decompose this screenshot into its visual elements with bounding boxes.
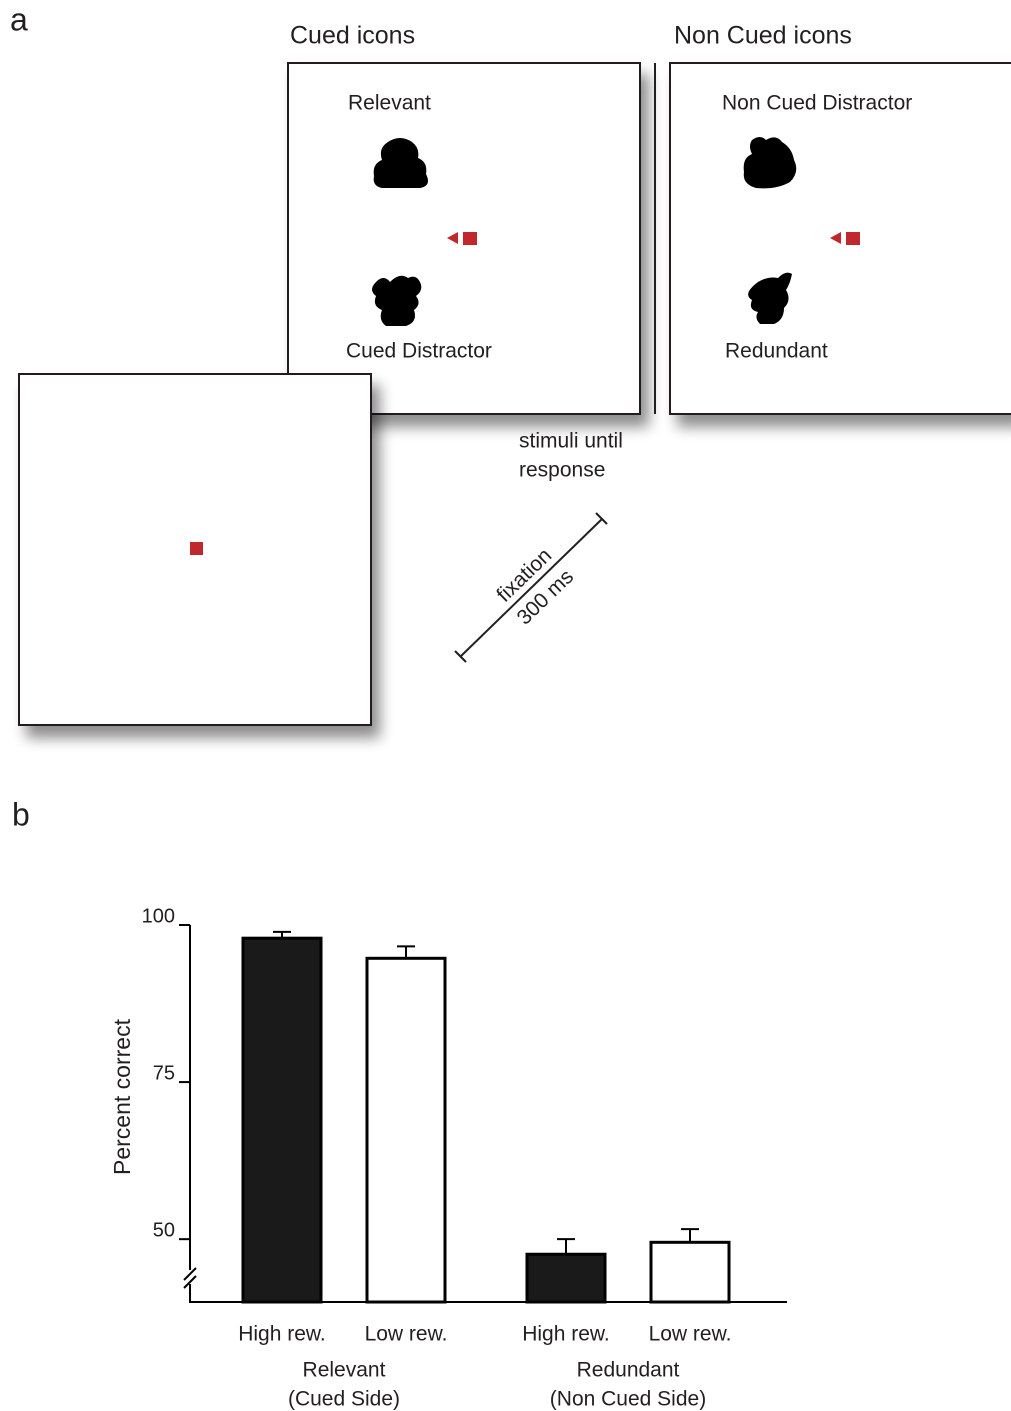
non-cued-distractor-label: Non Cued Distractor: [722, 92, 912, 115]
bar: [367, 958, 445, 1302]
panel-label: a: [10, 1, 28, 37]
fixation-point: [463, 232, 477, 245]
bar: [651, 1242, 729, 1302]
fixation-point: [846, 232, 860, 245]
timeline: [460, 519, 602, 657]
bar: [243, 938, 321, 1302]
fixation-point: [190, 542, 203, 555]
y-axis-label: Percent correct: [109, 1018, 135, 1175]
non-cued-title: Non Cued icons: [674, 22, 852, 50]
x-tick-label: Low rew.: [365, 1323, 448, 1346]
cued-distractor-label: Cued Distractor: [346, 340, 492, 363]
bar: [527, 1254, 605, 1302]
y-tick-label: 100: [142, 905, 175, 927]
x-tick-label: Low rew.: [649, 1323, 732, 1346]
stimuli-label: response: [519, 459, 605, 482]
cued-title: Cued icons: [290, 22, 415, 50]
panel-label: b: [12, 796, 30, 832]
y-tick-label: 50: [153, 1219, 175, 1241]
x-tick-label: High rew.: [238, 1323, 326, 1346]
y-tick-label: 75: [153, 1062, 175, 1084]
group-label: (Non Cued Side): [550, 1388, 706, 1411]
x-tick-label: High rew.: [522, 1323, 610, 1346]
stimuli-label: stimuli until: [519, 430, 623, 453]
figure: a Cued icons Non Cued icons Relevant Cue…: [0, 0, 1011, 1411]
relevant-label: Relevant: [348, 92, 431, 115]
group-label: Redundant: [577, 1359, 680, 1382]
redundant-label: Redundant: [725, 340, 828, 363]
group-label: (Cued Side): [288, 1388, 400, 1411]
group-label: Relevant: [303, 1359, 386, 1382]
